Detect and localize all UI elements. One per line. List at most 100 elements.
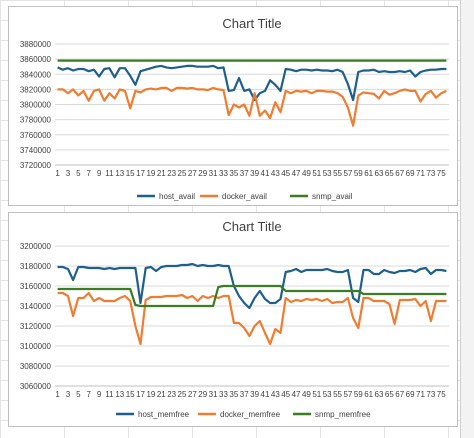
x-tick-label: 59	[354, 390, 363, 399]
x-tick-label: 47	[292, 390, 301, 399]
x-tick-label: 33	[219, 390, 228, 399]
chart-memfree[interactable]: Chart Title 3060000 3080000 3100000 3120000 3…	[8, 212, 458, 427]
x-tick-label: 17	[136, 390, 145, 399]
y-tick-label: 3060000	[20, 382, 52, 391]
x-tick-label: 35	[229, 390, 238, 399]
x-tick-label: 21	[157, 169, 166, 178]
x-tick-label: 43	[271, 390, 280, 399]
x-tick-label: 7	[86, 169, 91, 178]
x-tick-label: 75	[437, 390, 446, 399]
x-tick-label: 47	[292, 169, 301, 178]
x-tick-label: 65	[385, 390, 394, 399]
y-tick-label: 3160000	[20, 282, 52, 291]
x-tick-label: 1	[55, 169, 60, 178]
x-tick-label: 55	[333, 390, 342, 399]
y-tick-label: 3800000	[20, 101, 52, 110]
x-tick-label: 69	[406, 390, 415, 399]
vertical-scrollbar[interactable]	[460, 0, 474, 438]
x-tick-label: 37	[240, 169, 249, 178]
x-tick-label: 59	[354, 169, 363, 178]
series-line-host-avail	[57, 64, 447, 102]
chart-memfree-svg: Chart Title 3060000 3080000 3100000 3120000 3…	[20, 219, 449, 419]
x-tick-label: 57	[343, 390, 352, 399]
legend-label: snmp_avail	[312, 192, 353, 201]
y-tick-label: 3840000	[20, 70, 52, 79]
chart-title: Chart Title	[222, 219, 281, 234]
series-line-host-memfree	[57, 262, 447, 310]
y-tick-label: 3100000	[20, 342, 52, 351]
x-tick-label: 29	[198, 390, 207, 399]
x-tick-label: 41	[261, 169, 270, 178]
x-tick-label: 71	[416, 169, 425, 178]
x-tick-label: 31	[209, 390, 218, 399]
x-tick-label: 23	[167, 390, 176, 399]
x-tick-label: 39	[250, 390, 259, 399]
x-tick-label: 71	[416, 390, 425, 399]
legend-label: docker_avail	[222, 192, 267, 201]
x-tick-label: 15	[126, 390, 135, 399]
x-tick-label: 5	[76, 169, 81, 178]
x-tick-label: 53	[323, 169, 332, 178]
legend-label: snmp_memfree	[315, 410, 371, 419]
x-tick-label: 49	[302, 390, 311, 399]
x-tick-label: 13	[115, 169, 124, 178]
x-tick-label: 55	[333, 169, 342, 178]
x-tick-label: 9	[97, 169, 102, 178]
x-tick-label: 17	[136, 169, 145, 178]
y-tick-label: 3760000	[20, 131, 52, 140]
x-tick-label: 5	[76, 390, 81, 399]
x-tick-label: 73	[426, 169, 435, 178]
x-tick-label: 61	[364, 390, 373, 399]
y-tick-label: 3140000	[20, 302, 52, 311]
x-tick-label: 37	[240, 390, 249, 399]
y-tick-label: 3720000	[20, 161, 52, 170]
y-tick-label: 3740000	[20, 146, 52, 155]
x-tick-label: 41	[261, 390, 270, 399]
x-tick-label: 27	[188, 169, 197, 178]
series-line-docker-avail	[57, 86, 447, 127]
chart-title: Chart Title	[222, 16, 281, 31]
x-tick-label: 15	[126, 169, 135, 178]
x-tick-label: 65	[385, 169, 394, 178]
x-tick-label: 31	[209, 169, 218, 178]
x-tick-label: 51	[312, 169, 321, 178]
x-tick-label: 51	[312, 390, 321, 399]
x-tick-label: 9	[97, 390, 102, 399]
x-tick-label: 35	[229, 169, 238, 178]
y-tick-label: 3200000	[20, 242, 52, 251]
chart-avail[interactable]: Chart Title 3720000 3740000 3760000 3780000 3…	[8, 6, 458, 206]
x-tick-label: 67	[395, 390, 404, 399]
x-tick-label: 23	[167, 169, 176, 178]
x-tick-label: 57	[343, 169, 352, 178]
x-tick-label: 67	[395, 169, 404, 178]
x-tick-label: 25	[178, 169, 187, 178]
x-tick-label: 11	[105, 390, 114, 399]
y-tick-label: 3820000	[20, 85, 52, 94]
x-tick-label: 27	[188, 390, 197, 399]
x-tick-label: 3	[66, 390, 71, 399]
x-tick-label: 25	[178, 390, 187, 399]
x-tick-label: 39	[250, 169, 259, 178]
x-tick-label: 19	[146, 390, 155, 399]
legend-label: host_avail	[159, 192, 195, 201]
x-tick-label: 7	[86, 390, 91, 399]
y-tick-label: 3880000	[20, 40, 52, 49]
x-tick-label: 63	[375, 169, 384, 178]
y-tick-label: 3120000	[20, 322, 52, 331]
x-tick-label: 3	[66, 169, 71, 178]
x-tick-label: 43	[271, 169, 280, 178]
x-tick-label: 63	[375, 390, 384, 399]
y-tick-label: 3860000	[20, 55, 52, 64]
series-line-docker-memfree	[57, 291, 447, 346]
chart-avail-svg: Chart Title 3720000 3740000 3760000 3780000 3…	[20, 16, 449, 201]
x-tick-label: 21	[157, 390, 166, 399]
legend-label: host_memfree	[138, 410, 190, 419]
x-tick-label: 53	[323, 390, 332, 399]
x-tick-label: 61	[364, 169, 373, 178]
x-tick-label: 13	[115, 390, 124, 399]
y-tick-label: 3180000	[20, 262, 52, 271]
x-tick-label: 29	[198, 169, 207, 178]
x-tick-label: 49	[302, 169, 311, 178]
y-tick-label: 3080000	[20, 362, 52, 371]
x-tick-label: 11	[105, 169, 114, 178]
